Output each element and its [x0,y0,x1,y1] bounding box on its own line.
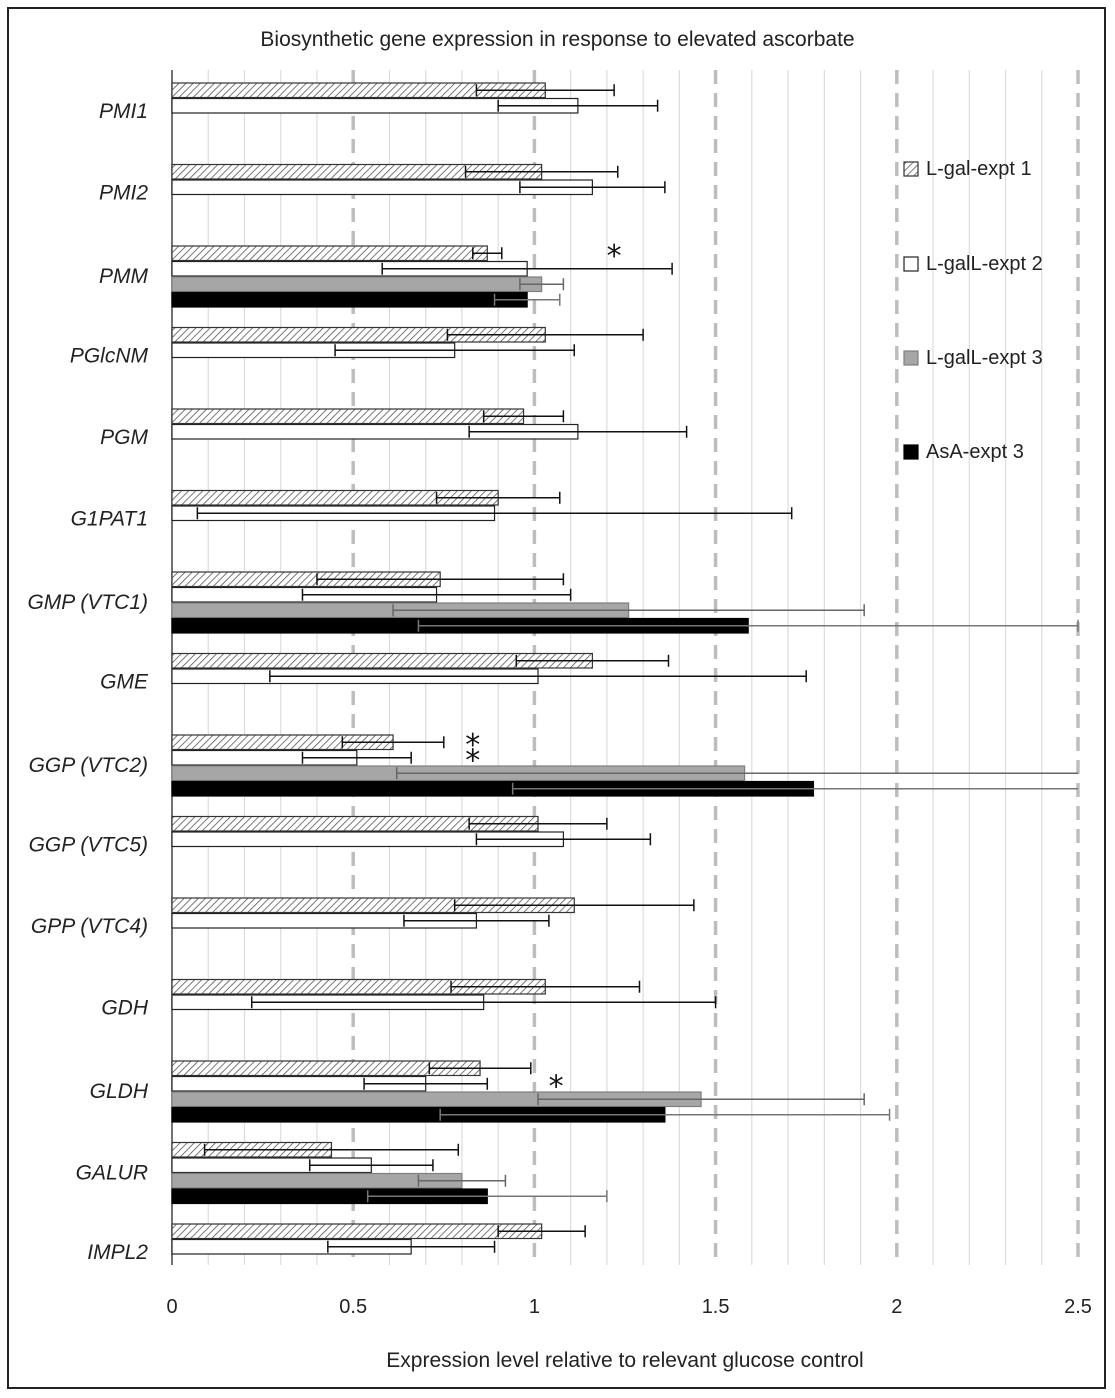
chart-title: Biosynthetic gene expression in response… [260,28,855,51]
bar [171,245,488,262]
legend-label: L-gal-expt 1 [926,158,1032,180]
significance-star: * [549,1070,564,1105]
gene-label: GME [100,671,149,694]
gene-label: PMM [99,265,149,288]
x-tick-label: 0.5 [339,1296,367,1318]
x-tick-label: 2.5 [1064,1296,1092,1318]
x-tick-label: 0 [166,1296,177,1318]
gene-label: GDH [101,997,149,1020]
significance-star: * [607,239,622,274]
gene-label: PMI2 [99,182,148,205]
x-tick-label: 1 [529,1296,540,1318]
bar [171,276,543,293]
gene-label: G1PAT1 [71,508,148,531]
x-tick-label: 2 [891,1296,902,1318]
x-axis-label: Expression level relative to relevant gl… [386,1349,864,1372]
gene-label: PGM [100,426,148,449]
gene-label: GALUR [76,1162,148,1185]
x-tick-label: 1.5 [702,1296,730,1318]
gene-label: IMPL2 [87,1241,148,1264]
gene-label: GGP (VTC2) [29,754,148,777]
bar [171,408,525,425]
legend-swatch [903,161,919,177]
bar [171,1223,543,1240]
gene-label: GGP (VTC5) [29,834,148,857]
significance-star: * [465,728,480,763]
significance-star: * [465,744,480,779]
legend-label: L-galL-expt 2 [926,253,1043,275]
legend-label: L-galL-expt 3 [926,347,1043,369]
gene-label: GLDH [90,1080,149,1103]
gene-label: PMI1 [99,100,148,123]
legend-swatch [903,256,919,272]
gene-label: GPP (VTC4) [31,915,148,938]
gene-label: GMP (VTC1) [27,591,148,614]
bar [171,291,528,308]
gene-label: PGlcNM [70,345,149,368]
legend-swatch [903,350,919,366]
legend-label: AsA-expt 3 [926,441,1024,463]
legend-swatch [903,444,919,460]
